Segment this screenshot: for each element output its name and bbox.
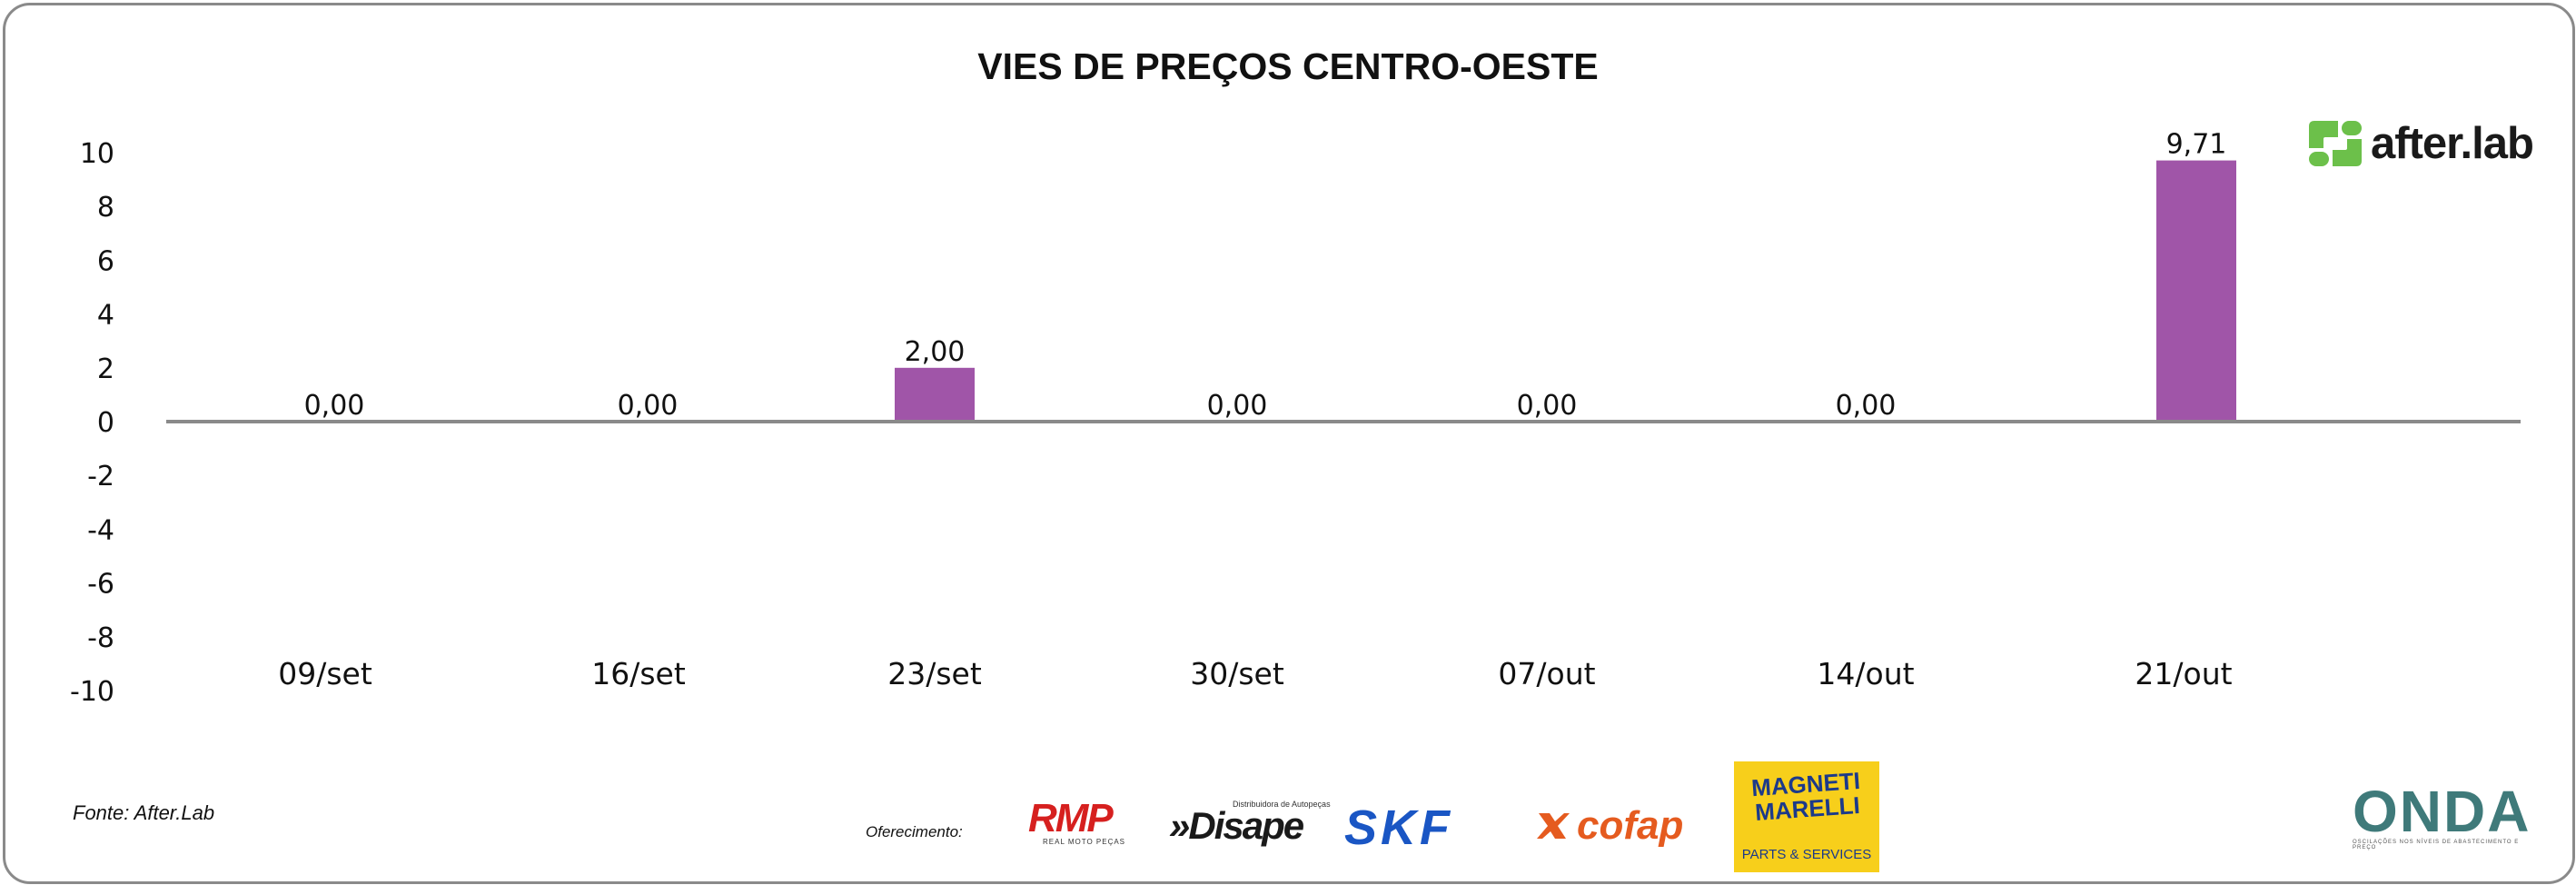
y-tick-label: -4 <box>87 514 114 546</box>
x-tick-label: 14/out <box>1817 656 1914 691</box>
data-label: 0,00 <box>1836 390 1897 422</box>
x-tick-label: 16/set <box>591 656 686 691</box>
y-tick-label: 4 <box>97 300 114 332</box>
cofap-x-icon <box>1537 813 1570 839</box>
data-label: 2,00 <box>905 336 966 368</box>
afterlab-wordmark: after.lab <box>2371 119 2534 168</box>
data-label: 0,00 <box>304 390 365 422</box>
y-tick-label: -2 <box>87 461 114 492</box>
data-labels: 0,00 0,00 2,00 0,00 0,00 0,00 9,71 <box>304 129 2227 422</box>
bars <box>895 160 2236 423</box>
magneti-marelli-subtitle: PARTS & SERVICES <box>1741 847 1872 862</box>
skf-logo: SKF <box>1344 803 1453 852</box>
bar <box>895 367 975 422</box>
y-tick-label: -8 <box>87 622 114 654</box>
chart-frame <box>3 3 2575 884</box>
bar <box>2156 160 2236 423</box>
y-tick-label: 8 <box>97 192 114 224</box>
magneti-marelli-wordmark: MAGNETI MARELLI <box>1750 766 1861 826</box>
skf-wordmark: SKF <box>1344 800 1453 855</box>
y-tick-label: 2 <box>97 353 114 385</box>
onda-subtitle: OSCILAÇÕES NOS NÍVEIS DE ABASTECIMENTO E… <box>2353 840 2520 850</box>
cofap-wordmark: cofap <box>1577 803 1684 848</box>
x-tick-label: 23/set <box>887 656 982 691</box>
data-label: 9,71 <box>2166 129 2227 161</box>
cofap-logo: cofap <box>1535 803 1683 849</box>
y-tick-label: -10 <box>70 676 114 708</box>
onda-wordmark: ONDA <box>2353 779 2531 844</box>
x-tick-label: 07/out <box>1498 656 1595 691</box>
y-tick-label: 0 <box>97 407 114 439</box>
data-label: 0,00 <box>618 390 679 422</box>
rmp-logo: RMP REAL MOTO PEÇAS <box>1028 796 1146 847</box>
y-tick-label: 6 <box>97 245 114 277</box>
rmp-subtitle: REAL MOTO PEÇAS <box>1043 838 1126 846</box>
chart-title: VIES DE PREÇOS CENTRO-OESTE <box>977 45 1599 87</box>
disape-logo: Distribuidora de Autopeças »Disape <box>1169 800 1331 845</box>
y-tick-label: 10 <box>80 138 114 170</box>
afterlab-logo: after.lab <box>2305 116 2534 171</box>
x-tick-label: 21/out <box>2135 656 2232 691</box>
y-axis-ticks: 10 8 6 4 2 0 -2 -4 -6 -8 -10 <box>70 138 114 708</box>
disape-wordmark: »Disape <box>1169 804 1304 847</box>
rmp-wordmark: RMP <box>1028 796 1114 840</box>
x-tick-label: 09/set <box>278 656 372 691</box>
afterlab-mark-icon <box>2305 117 2365 170</box>
sponsor-label: Oferecimento: <box>866 823 963 840</box>
disape-subtitle: Distribuidora de Autopeças <box>1233 800 1331 809</box>
x-tick-label: 30/set <box>1190 656 1284 691</box>
source-note: Fonte: After.Lab <box>73 801 215 824</box>
x-axis-ticks: 09/set 16/set 23/set 30/set 07/out 14/out 21/o… <box>278 656 2232 691</box>
data-label: 0,00 <box>1207 390 1268 422</box>
magneti-marelli-logo: MAGNETI MARELLI PARTS & SERVICES <box>1734 761 1879 872</box>
y-tick-label: -6 <box>87 569 114 601</box>
onda-logo: ONDA OSCILAÇÕES NOS NÍVEIS DE ABASTECIME… <box>2353 779 2534 850</box>
data-label: 0,00 <box>1517 390 1578 422</box>
